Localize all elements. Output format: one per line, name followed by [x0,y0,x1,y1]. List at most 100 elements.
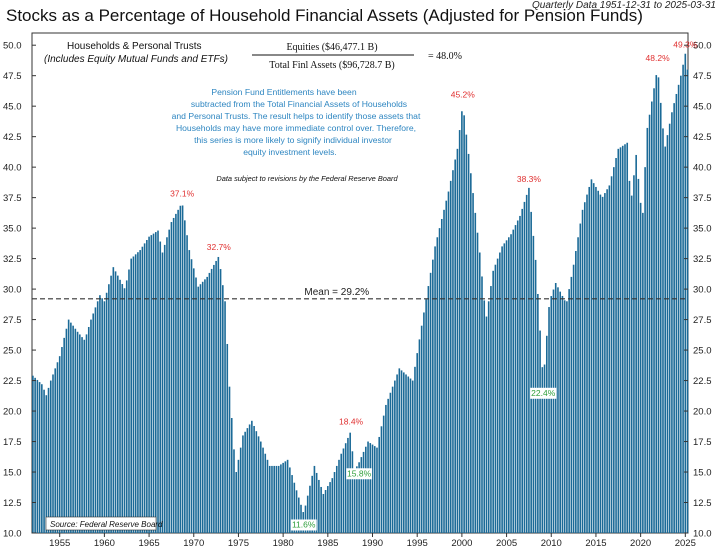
bar [248,424,251,533]
bar [378,436,381,533]
mean-label: Mean = 29.2% [304,287,369,298]
y-tick-label: 50.0 [3,41,22,52]
bar [179,205,182,533]
bar [483,300,486,533]
bar [472,193,474,533]
bar [666,135,669,533]
trough-label-bg [530,387,557,399]
x-axis: 1955 1960 1965 1970 1975 1980 1985 1990 1995 2000… [49,533,696,549]
bar [121,284,124,533]
legend-line2: (Includes Equity Mutual Funds and ETFs) [44,54,228,65]
bar [163,244,166,533]
bar [485,316,488,533]
bar [501,246,503,533]
bar [251,420,253,533]
bar [146,240,148,533]
bar [291,475,293,533]
y-tick-label: 20.0 [3,407,22,418]
bar [108,284,110,533]
source-box-bg [45,516,157,531]
bar [610,176,613,534]
note: Pension Fund Entitlements have been subt… [172,87,421,157]
trough-label: 22.4% [531,388,556,398]
bar [365,446,367,533]
bar [528,187,530,533]
formula: Equities ($46,477.1 B) Total Finl Assets… [252,42,462,71]
y-tick-label: 30.0 [3,285,22,296]
x-tick-label: 2020 [630,538,651,549]
bar [476,232,479,533]
peak-label: 48.2% [646,53,671,63]
bar [583,202,586,533]
bar [624,144,626,533]
bar [181,205,184,534]
bar [503,243,506,533]
bar [530,211,532,533]
bar [651,101,653,533]
bar [414,366,416,533]
bar [675,93,678,533]
bar [496,258,499,533]
bar [494,264,497,533]
bar [630,195,633,533]
bar [161,252,164,533]
bar [141,246,144,533]
trough-label: 11.6% [292,519,316,529]
bar [67,319,70,533]
revisions-note: Data subject to revisions by the Federal… [216,174,398,183]
formula-result: = 48.0% [428,51,462,62]
y-tick-label-right: 25.0 [693,346,712,357]
bar [570,276,573,533]
bar [199,284,202,533]
bar [373,446,376,533]
bar [358,462,360,533]
bar [474,212,477,533]
bar [416,353,418,533]
bar [356,466,358,533]
x-tick-label: 1955 [49,538,70,549]
bar [545,335,548,533]
bar [268,465,271,533]
bar [429,272,432,533]
bar [335,465,338,533]
bar [90,319,92,533]
y-tick-label: 15.0 [3,468,22,479]
bar [436,237,439,533]
bar [114,271,117,533]
bar [360,457,363,533]
bar [445,200,448,533]
bar [385,404,387,533]
annotations: 37.1% 32.7% 18.4% 45.2% 38.3% 48.2%49.3% 11.6%… [170,40,698,531]
bar [112,267,115,533]
x-tick-label: 2005 [496,538,517,549]
bar [367,441,369,533]
bar [532,235,535,533]
bar [579,223,582,534]
bar [128,269,130,533]
bar [72,325,74,533]
y-tick-label-right: 50.0 [693,41,712,52]
bar [434,246,436,533]
bar [581,209,584,533]
bar [87,326,90,533]
x-tick-label: 2000 [451,538,472,549]
bar [54,368,57,533]
note-line: Pension Fund Entitlements have been [211,87,356,97]
bar [210,268,213,533]
bar [61,347,63,533]
bar [398,368,401,533]
bar [440,218,443,534]
bar [396,374,398,533]
bar [655,75,658,533]
bar [659,102,662,533]
bar [45,395,48,533]
bar [192,268,195,533]
bar [255,431,258,533]
bar [65,328,68,533]
bar [657,77,660,534]
bar [619,147,622,533]
bar [539,330,541,533]
bar [510,234,512,533]
bar [644,167,646,533]
